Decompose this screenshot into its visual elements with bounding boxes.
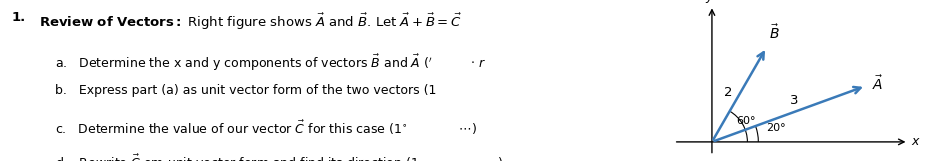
- Text: b.   Express part (a) as unit vector form of the two vectors (1: b. Express part (a) as unit vector form …: [55, 84, 435, 97]
- Text: a.   Determine the x and y components of vectors $\vec{B}$ and $\vec{A}$ ($^{\pr: a. Determine the x and y components of v…: [55, 53, 486, 73]
- Text: 60°: 60°: [735, 116, 755, 126]
- Text: $\vec{A}$: $\vec{A}$: [871, 74, 883, 93]
- Text: c.   Determine the value of our vector $\vec{C}$ for this case (1$^{\circ}$     : c. Determine the value of our vector $\v…: [55, 119, 476, 137]
- Text: d.   Rewrite $\vec{C}$ om unit vector form and find its direction (1.           : d. Rewrite $\vec{C}$ om unit vector form…: [55, 153, 506, 161]
- Text: 1.: 1.: [11, 11, 25, 24]
- Text: 3: 3: [789, 94, 798, 107]
- Text: 2: 2: [723, 86, 732, 99]
- Text: $\vec{B}$: $\vec{B}$: [768, 23, 779, 42]
- Text: x: x: [910, 135, 918, 148]
- Text: 20°: 20°: [766, 123, 784, 133]
- Text: $\mathbf{Review\ of\ Vectors:}$ Right figure shows $\vec{A}$ and $\vec{B}$. Let : $\mathbf{Review\ of\ Vectors:}$ Right fi…: [39, 11, 461, 32]
- Text: y: y: [705, 0, 712, 3]
